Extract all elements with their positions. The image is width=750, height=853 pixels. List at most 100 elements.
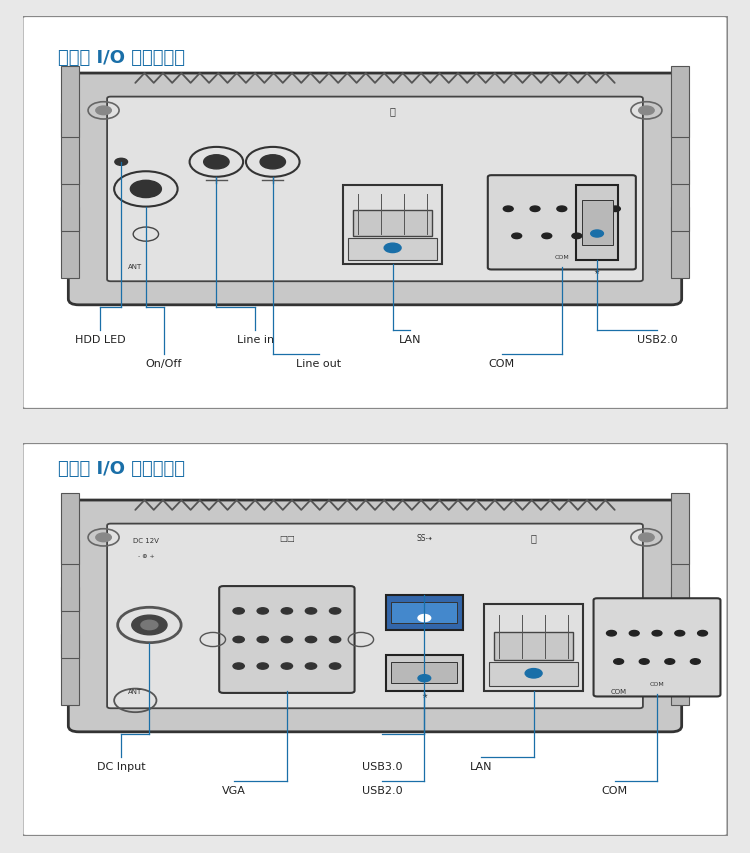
Bar [62,588,79,659]
Circle shape [525,669,542,678]
Circle shape [512,234,522,240]
Bar [671,588,688,659]
Circle shape [257,663,268,670]
Text: DC Input: DC Input [97,762,146,771]
Circle shape [629,630,639,636]
Circle shape [652,630,662,636]
Bar [392,663,458,684]
Bar [671,114,688,185]
Bar [671,208,688,279]
Bar [392,602,458,624]
Circle shape [607,630,616,636]
Bar [671,493,688,565]
Circle shape [233,663,244,670]
Bar [344,186,442,264]
Circle shape [503,206,513,212]
FancyBboxPatch shape [22,17,728,409]
Text: ANT: ANT [128,688,142,693]
Circle shape [260,155,286,170]
Bar [386,655,463,691]
Text: On/Off: On/Off [146,358,182,368]
Circle shape [384,244,401,253]
Text: Line out: Line out [296,358,341,368]
Text: LAN: LAN [399,335,422,345]
Circle shape [691,659,700,664]
Text: USB2.0: USB2.0 [637,335,677,345]
Circle shape [257,636,268,643]
Circle shape [257,608,268,614]
Circle shape [675,630,685,636]
Bar [62,114,79,185]
Bar [353,211,432,237]
Bar [348,238,437,260]
Circle shape [557,206,567,212]
Text: HDD LED: HDD LED [75,335,125,345]
Circle shape [305,608,316,614]
Circle shape [281,663,292,670]
Circle shape [96,533,111,542]
Text: 前面板 I/O 扮展布局图: 前面板 I/O 扮展布局图 [58,49,184,67]
Bar [671,635,688,705]
Circle shape [130,181,161,199]
FancyBboxPatch shape [22,444,728,836]
Text: ANT: ANT [128,264,142,270]
Text: USB2.0: USB2.0 [362,785,402,795]
Bar [62,493,79,565]
Circle shape [614,659,623,664]
Circle shape [530,206,540,212]
FancyBboxPatch shape [107,97,643,281]
FancyBboxPatch shape [593,599,721,697]
Circle shape [132,615,167,635]
Text: - ⊕ +: - ⊕ + [137,554,154,559]
Circle shape [572,234,582,240]
Bar [671,67,688,138]
Circle shape [639,659,650,664]
Circle shape [602,234,612,240]
Text: □□: □□ [279,533,295,543]
Bar [484,605,583,691]
Circle shape [639,533,654,542]
Text: Line in: Line in [236,335,274,345]
Circle shape [305,663,316,670]
Circle shape [329,663,340,670]
Circle shape [329,636,340,643]
Text: USB3.0: USB3.0 [362,762,402,771]
Text: SS⇢: SS⇢ [416,533,432,543]
Bar [62,67,79,138]
Text: ⌖: ⌖ [531,533,536,543]
Text: ⌖: ⌖ [390,107,395,116]
Text: ★: ★ [422,692,428,698]
Circle shape [115,160,128,166]
Text: COM: COM [610,688,626,693]
Circle shape [281,636,292,643]
Circle shape [418,615,430,622]
Bar [671,541,688,612]
Bar [62,541,79,612]
Bar [386,595,463,630]
Bar [62,161,79,232]
Text: 后面板 I/O 扮展布局图: 后面板 I/O 扮展布局图 [58,459,184,477]
Circle shape [281,608,292,614]
Bar [671,161,688,232]
Circle shape [698,630,707,636]
Circle shape [96,107,111,115]
FancyBboxPatch shape [488,176,636,270]
Circle shape [664,659,675,664]
FancyBboxPatch shape [107,524,643,708]
Circle shape [542,234,552,240]
Circle shape [141,620,158,630]
Circle shape [418,675,430,682]
Circle shape [591,230,604,238]
Text: DC 12V: DC 12V [133,537,159,543]
Circle shape [584,206,593,212]
Circle shape [610,206,620,212]
Bar [62,635,79,705]
Circle shape [233,608,244,614]
Text: ANT: ANT [608,264,622,270]
Circle shape [233,636,244,643]
FancyBboxPatch shape [219,586,355,693]
Bar [581,200,613,246]
Text: COM: COM [554,255,569,260]
Bar [494,632,573,660]
FancyBboxPatch shape [68,501,682,732]
